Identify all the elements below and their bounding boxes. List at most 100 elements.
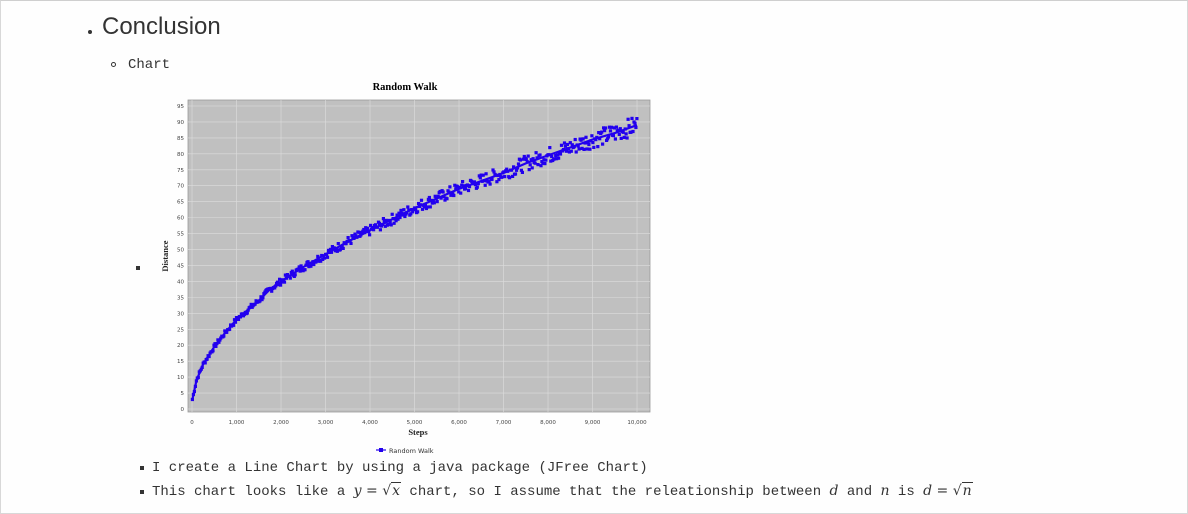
data-point [481,173,485,177]
data-point [388,220,392,224]
math-equals: = [932,483,953,499]
data-point [516,162,521,166]
data-point [597,131,601,135]
data-point [519,168,523,172]
data-point [248,305,252,309]
data-point [589,139,593,143]
x-tick-label: 0 [190,420,194,426]
bullet-dot [88,30,92,34]
data-point [467,185,472,189]
data-point [315,259,319,263]
y-tick-label: 60 [177,216,184,222]
y-tick-label: 90 [177,120,184,126]
list-item: This chart looks like a y = √x chart, so… [152,482,973,500]
data-point [581,137,585,141]
data-point [538,153,542,157]
data-point [215,342,219,346]
data-point [543,162,547,166]
y-axis-ticks: 0 5 10 15 20 25 30 35 40 45 50 55 60 65 70 75 80 85 90 95 [177,104,185,413]
data-point [326,248,331,252]
data-point [319,259,323,263]
data-point [436,194,440,198]
x-tick-label: 8,000 [540,420,556,426]
x-tick-label: 3,000 [318,420,334,426]
data-point [428,205,432,209]
data-point [425,205,429,209]
data-point [544,158,548,162]
data-point [192,390,196,394]
data-point [491,168,495,172]
data-point [614,125,618,129]
data-point [447,190,451,194]
data-point [500,175,504,179]
data-point [505,167,509,171]
data-point [495,180,499,184]
data-point [345,239,349,244]
data-point [574,150,578,154]
data-point [573,137,577,142]
math-equals: = [361,483,383,499]
data-point [191,392,195,397]
data-point [368,233,372,237]
data-point [475,185,479,189]
data-point [328,247,333,251]
data-point [448,185,452,189]
data-point [483,183,487,187]
y-tick-label: 55 [177,232,184,238]
data-point [420,207,425,211]
data-point [588,147,592,151]
data-point [299,264,303,268]
data-point [297,265,301,269]
data-point [352,236,356,240]
data-point [528,163,532,167]
data-point [283,273,287,277]
y-tick-label: 20 [177,343,184,349]
data-point [563,144,567,148]
data-point [586,141,590,145]
data-point [196,375,200,380]
data-point [393,217,397,221]
data-point [346,236,350,240]
y-tick-label: 70 [177,184,184,190]
bullet-square [140,466,144,470]
data-point [584,135,588,139]
data-point [533,161,537,165]
data-point [336,242,340,246]
data-point [572,145,576,149]
data-point [349,241,353,245]
data-point [270,289,274,293]
data-point [542,158,546,162]
data-point [442,194,446,199]
data-point [602,126,606,130]
y-tick-label: 25 [177,327,184,333]
data-point [389,223,393,227]
data-point [529,158,533,162]
data-point [616,128,620,132]
data-point [225,330,229,334]
data-point [316,254,320,258]
data-point [512,165,516,169]
data-point [472,180,476,184]
data-point [527,168,531,172]
data-point [535,156,539,160]
data-point [287,274,291,278]
data-point [276,280,280,284]
data-point [298,269,302,273]
data-point [530,166,534,170]
section-heading: Conclusion [102,13,221,40]
data-point [323,256,327,260]
data-point [240,312,244,316]
data-point [320,253,324,258]
data-point [214,344,218,348]
legend-marker [379,448,383,452]
data-point [480,179,484,183]
data-point [312,262,316,267]
data-point [469,179,474,183]
data-point [612,126,616,130]
data-point [190,397,194,402]
data-point [488,182,492,186]
data-point [492,170,496,174]
y-tick-label: 50 [177,248,184,254]
data-point [310,262,314,266]
data-point [550,154,554,159]
